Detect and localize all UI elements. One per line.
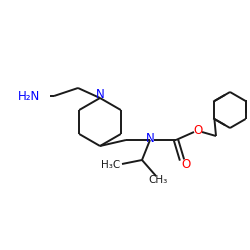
Text: N: N [96, 88, 104, 102]
Text: N: N [146, 132, 154, 144]
Text: CH₃: CH₃ [148, 175, 168, 185]
Text: H₂N: H₂N [18, 90, 40, 102]
Text: H₃C: H₃C [101, 160, 120, 170]
Text: O: O [182, 158, 191, 172]
Text: O: O [194, 124, 202, 136]
